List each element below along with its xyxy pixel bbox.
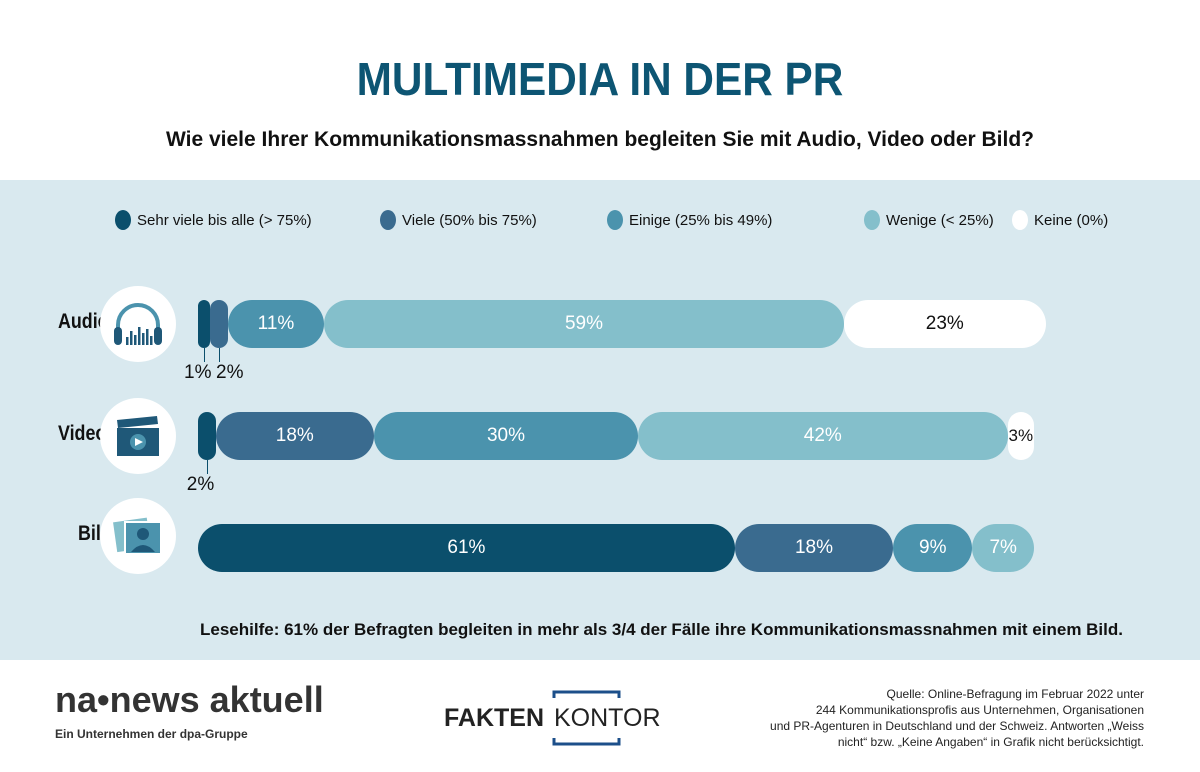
- bar-segment: [198, 412, 216, 460]
- data-label: 23%: [925, 313, 964, 334]
- data-label: 3%: [1008, 426, 1034, 445]
- legend-item: Sehr viele bis alle (> 75%): [115, 210, 312, 230]
- reading-aid: Lesehilfe: 61% der Befragten begleiten i…: [200, 620, 1123, 639]
- data-label: 18%: [794, 537, 833, 558]
- source-line: Quelle: Online-Befragung im Februar 2022…: [886, 687, 1144, 701]
- data-label: 1%: [184, 362, 212, 383]
- source-line: 244 Kommunikationsprofis aus Unternehmen…: [815, 703, 1144, 717]
- clapperboard-icon: [100, 398, 176, 474]
- data-label: 61%: [447, 537, 486, 558]
- data-label: 2%: [186, 474, 215, 495]
- data-label: 7%: [989, 537, 1017, 558]
- bar-segment: 30%: [374, 412, 638, 460]
- data-label: 11%: [257, 313, 295, 334]
- legend-label: Einige (25% bis 49%): [629, 211, 773, 229]
- bar-segment: 59%: [324, 300, 844, 348]
- source-line: und PR-Agenturen in Deutschland und der …: [770, 719, 1144, 733]
- source-line: nicht“ bzw. „Keine Angaben“ in Grafik ni…: [837, 735, 1144, 749]
- legend-label: Sehr viele bis alle (> 75%): [137, 211, 312, 229]
- chart-title: MULTIMEDIA IN DER PR: [356, 53, 844, 105]
- faktenkontor-logo: FAKTEN KONTOR: [444, 690, 661, 746]
- source-note: Quelle: Online-Befragung im Februar 2022…: [684, 686, 1144, 750]
- news-aktuell-tagline: Ein Unternehmen der dpa-Gruppe: [55, 727, 248, 741]
- legend-item: Wenige (< 25%): [864, 210, 994, 230]
- label-leader-line: [206, 460, 208, 474]
- svg-text:FAKTEN: FAKTEN: [444, 704, 544, 732]
- legend-label: Wenige (< 25%): [886, 211, 994, 229]
- chart-subtitle: Wie viele Ihrer Kommunikationsmassnahmen…: [166, 128, 1034, 151]
- bar-segment: [210, 300, 228, 348]
- bar-segment: 23%: [843, 300, 1046, 348]
- legend-label: Viele (50% bis 75%): [402, 211, 537, 229]
- svg-text:KONTOR: KONTOR: [554, 704, 661, 732]
- photo-icon: [100, 498, 176, 574]
- legend-swatch: [1012, 210, 1028, 230]
- bar-segment: 18%: [734, 524, 894, 572]
- legend-label: Keine (0%): [1034, 211, 1109, 229]
- legend-swatch: [864, 210, 880, 230]
- legend-item: Keine (0%): [1012, 210, 1108, 230]
- news-aktuell-logo: na•news aktuell: [55, 679, 324, 720]
- bar-segment: 11%: [227, 300, 325, 348]
- legend-item: Einige (25% bis 49%): [607, 210, 772, 230]
- bar-segment: 3%: [1007, 412, 1034, 460]
- label-leader-line: [204, 348, 205, 362]
- bar-segment: [198, 300, 210, 348]
- bar-segment: 18%: [215, 412, 374, 460]
- data-label: 42%: [803, 425, 842, 446]
- legend-swatch: [380, 210, 396, 230]
- headphones-icon: [100, 286, 176, 362]
- legend-swatch: [607, 210, 623, 230]
- data-label: 2%: [216, 362, 244, 383]
- category-label: Audio: [58, 310, 109, 333]
- bar-segment: 42%: [638, 412, 1008, 460]
- bar-segment: 61%: [198, 524, 735, 572]
- data-label: 30%: [486, 425, 526, 446]
- data-label: 18%: [275, 425, 314, 446]
- bar-segment: 9%: [893, 524, 973, 572]
- data-label: 59%: [564, 313, 603, 334]
- data-label: 9%: [919, 537, 947, 558]
- label-leader-line: [218, 348, 220, 362]
- legend-item: Viele (50% bis 75%): [380, 210, 537, 230]
- bar-segment: 7%: [972, 524, 1034, 572]
- category-label: Video: [58, 422, 107, 445]
- legend-swatch: [115, 210, 131, 230]
